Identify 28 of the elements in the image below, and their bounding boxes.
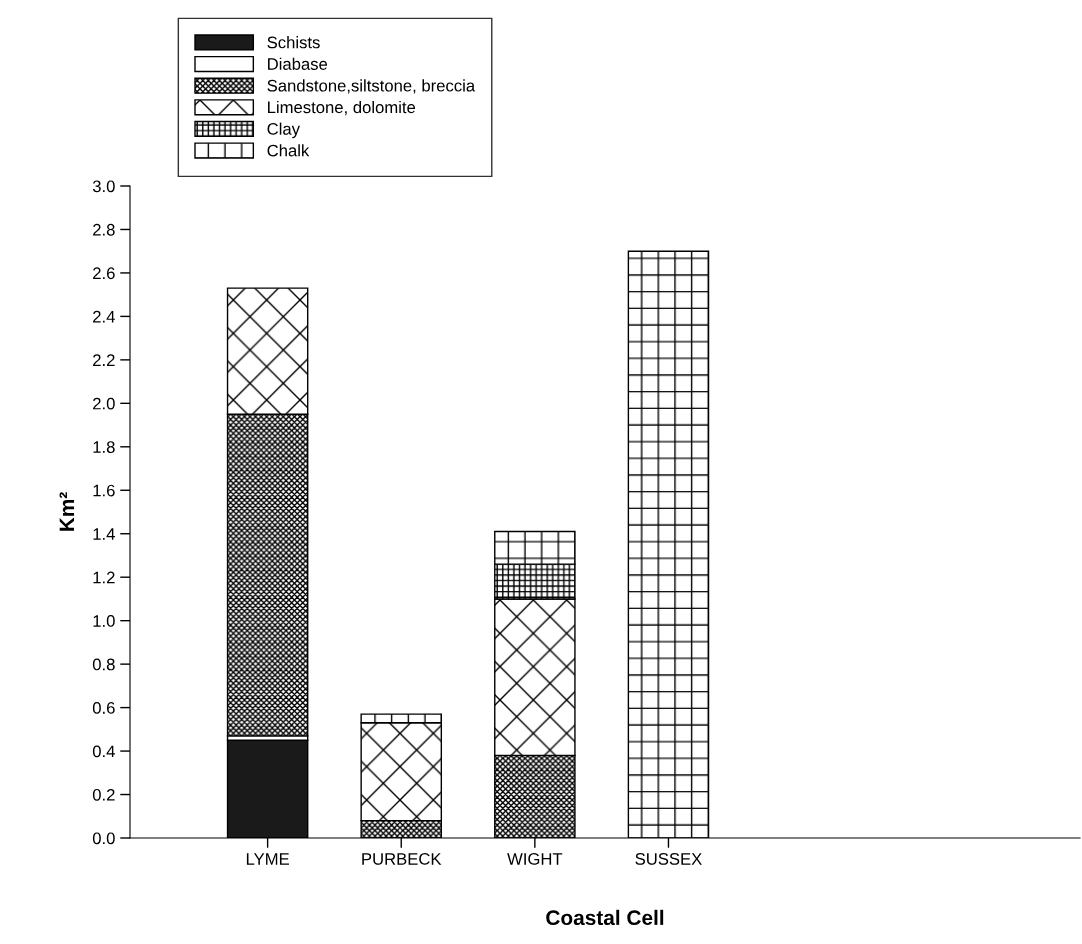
- x-tick-label: SUSSEX: [635, 853, 702, 865]
- y-tick-label: 0.4: [92, 745, 115, 758]
- y-tick-label: 1.4: [93, 528, 115, 540]
- y-tick-label: 3.0: [92, 180, 115, 193]
- y-tick-label: 0.0: [92, 832, 115, 845]
- y-axis-title: Km²: [59, 492, 75, 531]
- legend-label: Limestone, dolomite: [268, 100, 416, 116]
- x-tick-label: LYME: [246, 853, 289, 865]
- legend-label: Diabase: [268, 57, 328, 70]
- legend-label: Sandstone,siltstone, breccia: [267, 79, 476, 94]
- y-tick-label: 0.8: [92, 658, 115, 671]
- x-tick-label: WIGHT: [507, 853, 563, 865]
- y-tick-label: 2.4: [93, 310, 115, 323]
- y-tick-label: 2.6: [93, 267, 115, 280]
- y-tick-label: 2.8: [93, 223, 115, 236]
- x-axis-title: Coastal Cell: [546, 909, 664, 926]
- y-tick-label: 0.2: [92, 788, 115, 801]
- y-tick-label: 1.0: [93, 615, 115, 627]
- y-tick-label: 2.0: [93, 397, 115, 410]
- legend-label: Clay: [267, 122, 300, 139]
- y-tick-label: 1.6: [93, 484, 115, 497]
- legend-label: Chalk: [267, 144, 310, 157]
- legend-label: Schists: [267, 36, 320, 49]
- y-tick-label: 1.8: [93, 441, 115, 453]
- x-tick-label: PURBECK: [362, 853, 442, 865]
- y-tick-label: 1.2: [93, 571, 115, 584]
- y-tick-label: 0.6: [92, 702, 115, 714]
- y-tick-label: 2.2: [93, 354, 115, 366]
